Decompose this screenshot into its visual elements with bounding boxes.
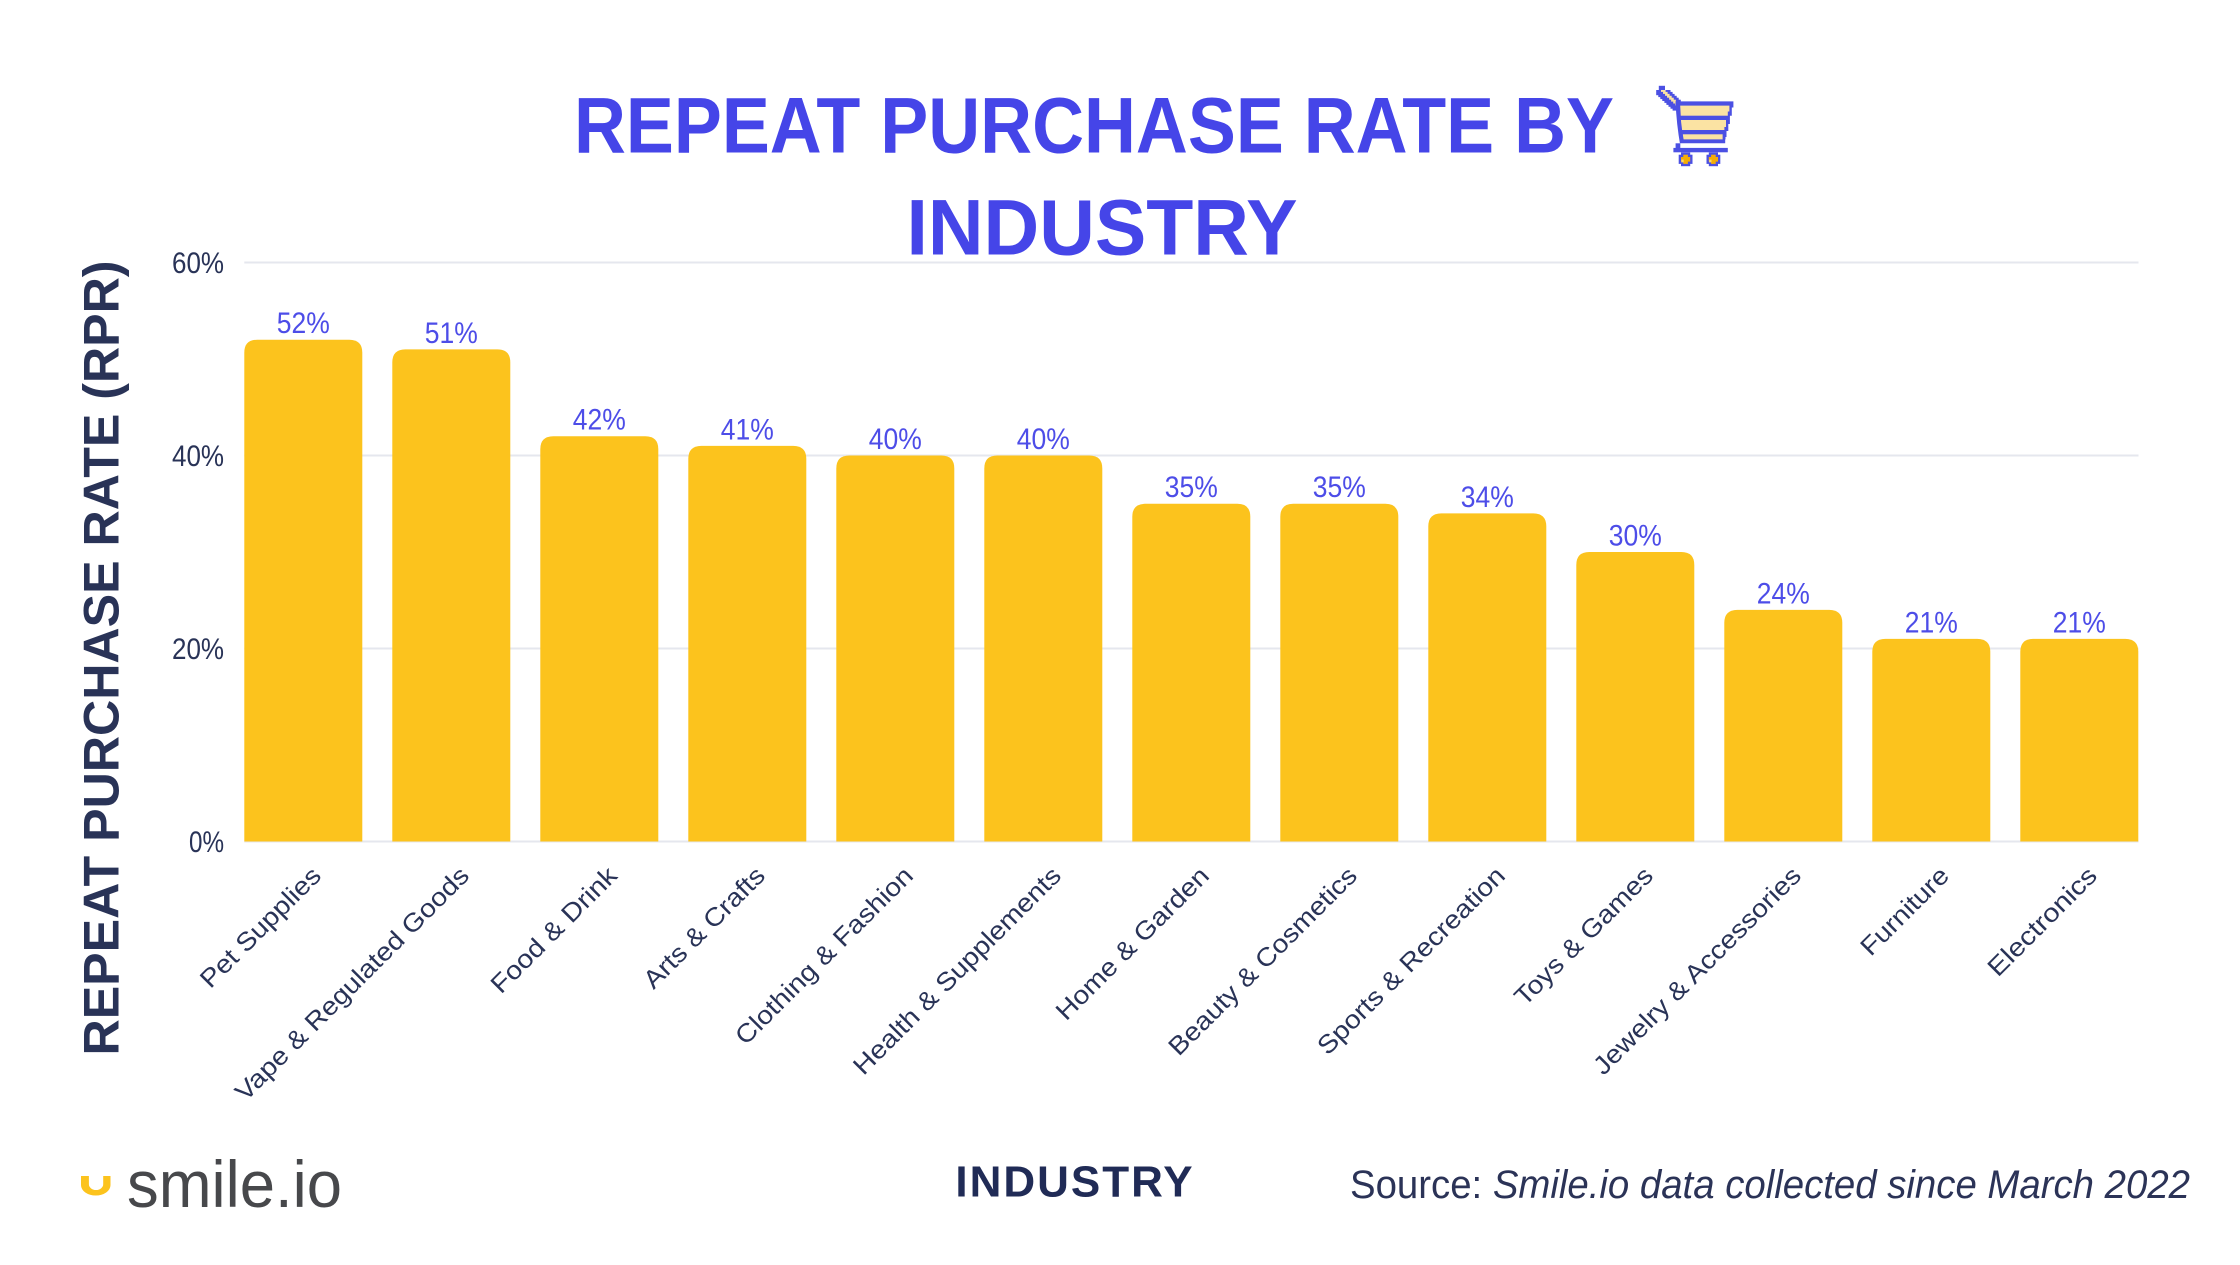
svg-text:24%: 24% <box>1757 577 1810 610</box>
svg-text:35%: 35% <box>1313 471 1366 504</box>
svg-text:30%: 30% <box>1609 520 1662 553</box>
svg-text:40%: 40% <box>172 440 224 473</box>
svg-text:42%: 42% <box>573 404 626 437</box>
svg-text:Source: Smile.io data collecte: Source: Smile.io data collected since Ma… <box>1350 1163 2190 1207</box>
svg-text:20%: 20% <box>172 633 224 666</box>
svg-text:51%: 51% <box>425 317 478 350</box>
svg-text:INDUSTRY: INDUSTRY <box>955 1158 1194 1207</box>
svg-text:60%: 60% <box>172 247 224 280</box>
svg-text:52%: 52% <box>277 307 330 340</box>
svg-text:41%: 41% <box>721 413 774 446</box>
svg-text:REPEAT PURCHASE RATE (RPR): REPEAT PURCHASE RATE (RPR) <box>74 260 130 1055</box>
svg-text:34%: 34% <box>1461 481 1514 514</box>
svg-text:21%: 21% <box>2053 606 2106 639</box>
svg-text:REPEAT PURCHASE RATE BY: REPEAT PURCHASE RATE BY <box>574 80 1614 169</box>
svg-text:21%: 21% <box>1905 606 1958 639</box>
svg-text:35%: 35% <box>1165 471 1218 504</box>
svg-text:INDUSTRY: INDUSTRY <box>907 183 1298 272</box>
svg-text:smile.io: smile.io <box>127 1147 342 1221</box>
svg-text:40%: 40% <box>1017 423 1070 456</box>
svg-text:40%: 40% <box>869 423 922 456</box>
svg-text:0%: 0% <box>189 826 224 859</box>
